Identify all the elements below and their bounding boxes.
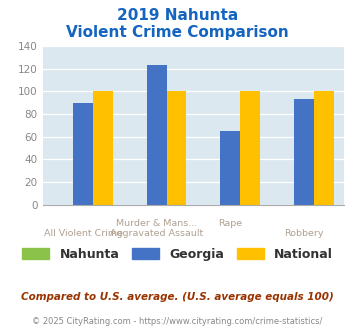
Text: Murder & Mans...: Murder & Mans... <box>116 219 197 228</box>
Bar <box>240 91 260 205</box>
Text: Violent Crime Comparison: Violent Crime Comparison <box>66 25 289 40</box>
Text: Compared to U.S. average. (U.S. average equals 100): Compared to U.S. average. (U.S. average … <box>21 292 334 302</box>
Bar <box>314 91 334 205</box>
Bar <box>147 65 166 205</box>
Bar <box>166 91 186 205</box>
Bar <box>294 99 314 205</box>
Bar <box>93 91 113 205</box>
Text: 2019 Nahunta: 2019 Nahunta <box>117 8 238 23</box>
Text: Aggravated Assault: Aggravated Assault <box>110 229 203 239</box>
Text: All Violent Crime: All Violent Crime <box>44 229 122 239</box>
Text: © 2025 CityRating.com - https://www.cityrating.com/crime-statistics/: © 2025 CityRating.com - https://www.city… <box>32 317 323 326</box>
Bar <box>73 103 93 205</box>
Text: Rape: Rape <box>218 219 242 228</box>
Text: Robbery: Robbery <box>284 229 324 239</box>
Legend: Nahunta, Georgia, National: Nahunta, Georgia, National <box>17 243 338 266</box>
Bar <box>220 131 240 205</box>
